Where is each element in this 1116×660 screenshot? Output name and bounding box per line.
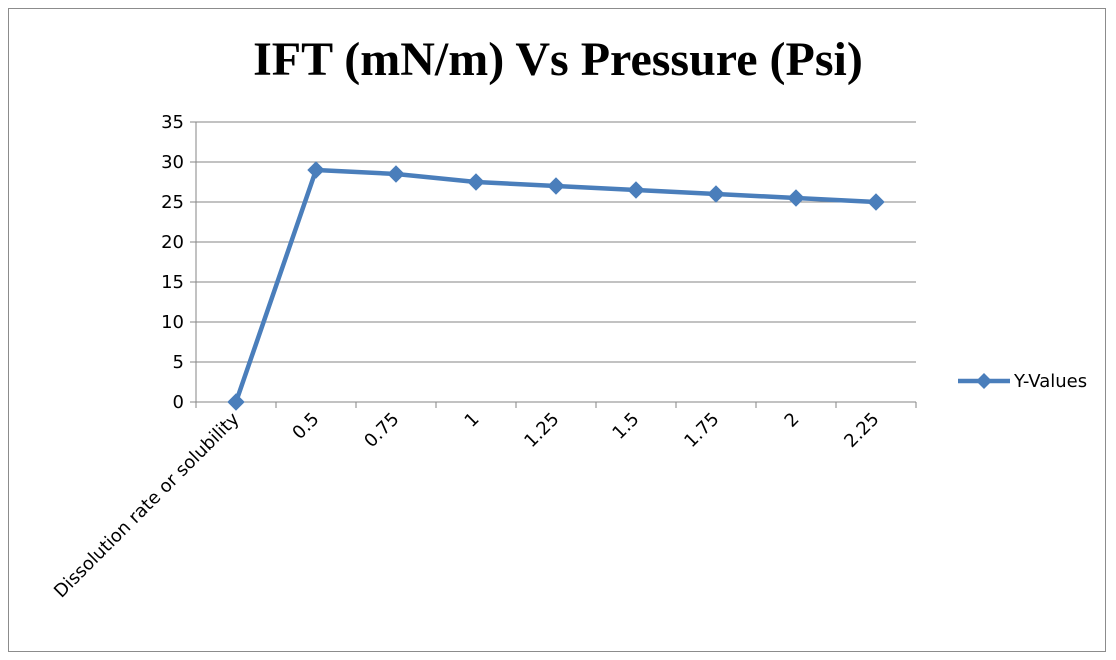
y-tick-label: 20: [161, 232, 184, 253]
y-tick-label: 5: [173, 352, 184, 373]
series-line: [233, 167, 879, 405]
x-tick-label: 0.75: [360, 409, 403, 452]
y-tick-label: 10: [161, 312, 184, 333]
data-point: [627, 181, 645, 199]
x-tick-label: 0.5: [288, 409, 323, 444]
y-tick-label: 35: [161, 112, 184, 133]
x-tick-label: 2: [781, 409, 804, 432]
x-tick-label: 1.25: [520, 409, 563, 452]
x-tick-label: 1: [461, 409, 484, 432]
x-tick-label: Dissolution rate or solubility: [50, 408, 244, 602]
chart-title: IFT (mN/m) Vs Pressure (Psi): [253, 33, 863, 86]
data-point: [307, 161, 325, 179]
y-tick-label: 30: [161, 152, 184, 173]
data-point: [227, 393, 245, 411]
x-tick-label: 1.5: [608, 409, 643, 444]
data-point: [787, 189, 805, 207]
data-point: [867, 193, 885, 211]
data-point: [467, 173, 485, 191]
y-tick-label: 15: [161, 272, 184, 293]
y-tick-label: 0: [173, 392, 184, 413]
x-tick-label: 2.25: [840, 409, 883, 452]
data-point: [707, 185, 725, 203]
data-point: [547, 177, 565, 195]
y-tick-label: 25: [161, 192, 184, 213]
x-tick-label: 1.75: [680, 409, 723, 452]
legend-label: Y-Values: [1013, 371, 1087, 392]
legend-marker: [976, 373, 992, 389]
chart-frame: [8, 8, 1106, 652]
data-point: [387, 165, 405, 183]
